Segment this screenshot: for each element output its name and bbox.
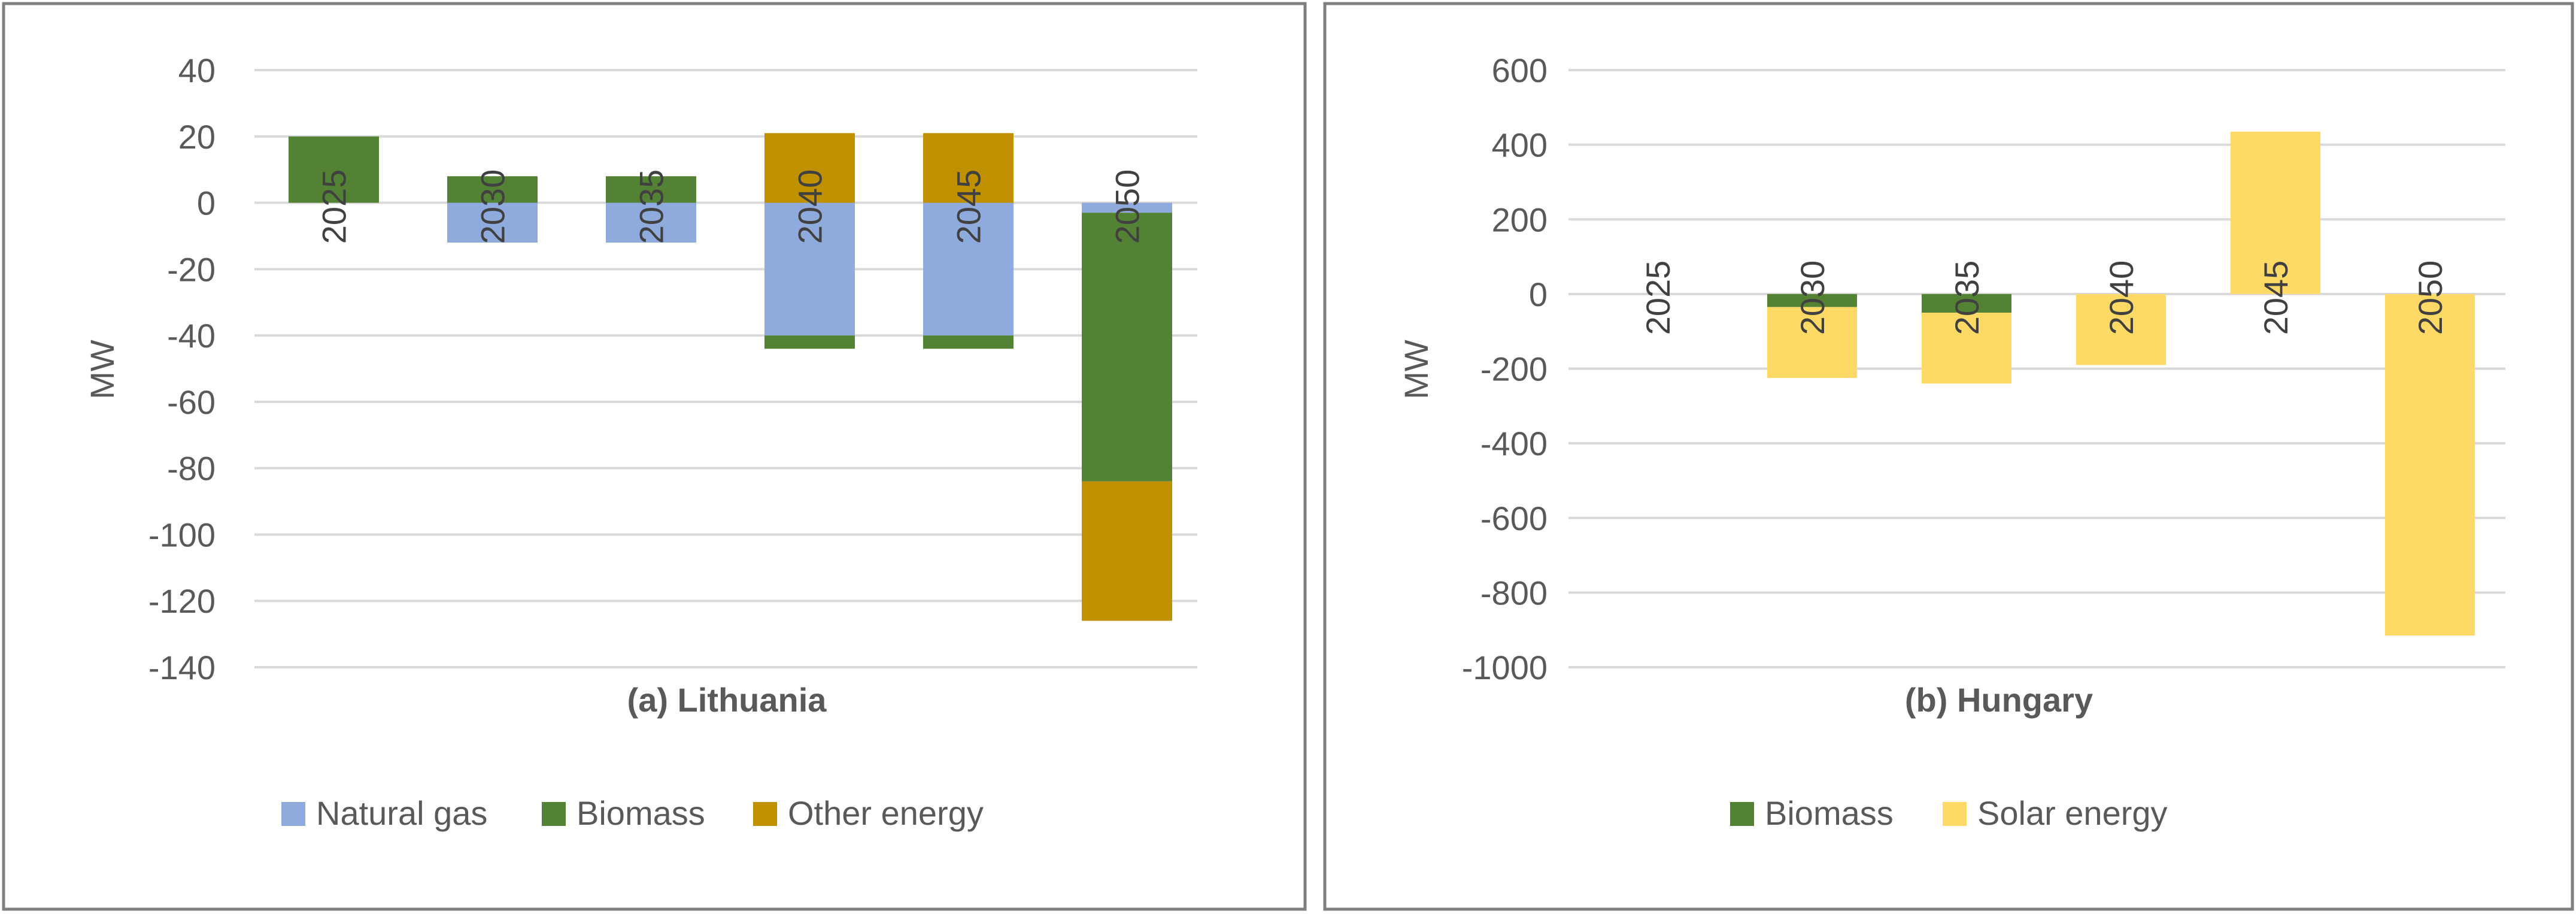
panel-hungary-frame	[1323, 2, 2574, 911]
lithuania-bars	[289, 133, 1172, 621]
hungary-x-tick-label: 2025	[1639, 261, 1677, 335]
hungary-bar-biomass-2035	[1922, 293, 2011, 313]
hungary-bars	[1767, 131, 2475, 636]
lithuania-x-tick-label: 2045	[950, 170, 988, 244]
lithuania-legend-swatch-other-energy	[753, 802, 777, 826]
lithuania-y-axis-label: MW	[83, 340, 121, 400]
hungary-chart-title: (b) Hungary	[1905, 681, 2093, 719]
lithuania-y-tick-label: 40	[178, 52, 216, 89]
hungary-x-axis: 2025 2030 2035 2040 2045 2050	[1639, 261, 2449, 335]
hungary-bar-biomass-2030	[1767, 293, 1857, 307]
lithuania-y-tick-label: -100	[148, 516, 216, 553]
lithuania-x-tick-label: 2040	[791, 170, 829, 244]
hungary-gridlines	[1568, 69, 2505, 668]
hungary-y-tick-label: -400	[1480, 425, 1548, 462]
lithuania-y-tick-label: -80	[167, 450, 216, 488]
lithuania-legend-swatch-biomass	[542, 802, 566, 826]
lithuania-x-tick-label: 2035	[633, 170, 670, 244]
hungary-bar-solar-energy-2035	[1922, 313, 2011, 384]
lithuania-legend-label: Natural gas	[316, 794, 487, 832]
lithuania-legend-label: Other energy	[788, 794, 984, 832]
lithuania-bar-other-energy-2040	[764, 133, 855, 203]
hungary-y-axis: 600 400 200 0 -200 -400 -600 -800 -1000	[1462, 52, 1548, 686]
lithuania-x-tick-label: 2030	[474, 170, 512, 244]
lithuania-x-tick-label: 2025	[315, 170, 353, 244]
lithuania-bar-biomass-2025	[289, 136, 379, 203]
hungary-y-tick-label: 200	[1492, 201, 1548, 238]
lithuania-gridlines	[254, 69, 1197, 668]
hungary-y-tick-label: -200	[1480, 350, 1548, 388]
hungary-legend-swatch-solar-energy	[1943, 802, 1967, 826]
hungary-bar-solar-energy-2030	[1767, 307, 1857, 379]
hungary-legend-label: Solar energy	[1977, 794, 2168, 832]
hungary-y-tick-label: -600	[1480, 500, 1548, 537]
lithuania-bar-natural-gas-2040	[764, 202, 855, 336]
lithuania-y-tick-label: -140	[148, 649, 216, 686]
lithuania-bar-other-energy-2045	[923, 133, 1014, 203]
lithuania-y-tick-label: -40	[167, 317, 216, 355]
lithuania-y-axis: 40 20 0 -20 -40 -60 -80 -100 -120 -140	[148, 52, 216, 686]
hungary-bar-solar-energy-2040	[2076, 293, 2166, 365]
lithuania-y-tick-label: 0	[197, 184, 216, 222]
lithuania-bar-biomass-2030	[447, 176, 538, 203]
hungary-x-tick-label: 2030	[1794, 261, 1831, 335]
lithuania-bar-other-energy-2050	[1082, 481, 1172, 621]
hungary-bar-solar-energy-2045	[2231, 131, 2320, 294]
hungary-y-tick-label: 600	[1492, 52, 1548, 89]
panel-hungary: 600 400 200 0 -200 -400 -600 -800 -1000 2025 2030…	[1323, 2, 2574, 911]
lithuania-y-tick-label: -120	[148, 582, 216, 620]
lithuania-legend: Natural gas Biomass Other energy	[281, 794, 984, 832]
hungary-legend-swatch-biomass	[1730, 802, 1754, 826]
hungary-x-tick-label: 2035	[1948, 261, 1986, 335]
hungary-y-tick-label: 0	[1529, 276, 1548, 313]
lithuania-legend-label: Biomass	[577, 794, 705, 832]
lithuania-y-tick-label: 20	[178, 118, 216, 156]
hungary-x-tick-label: 2045	[2257, 261, 2295, 335]
lithuania-bar-biomass-2045	[923, 335, 1014, 349]
hungary-y-tick-label: 400	[1492, 126, 1548, 164]
lithuania-y-tick-label: -60	[167, 383, 216, 421]
lithuania-bar-natural-gas-2045	[923, 202, 1014, 336]
lithuania-x-tick-label: 2050	[1109, 170, 1146, 244]
hungary-y-tick-label: -800	[1480, 574, 1548, 612]
lithuania-bar-natural-gas-2030	[447, 202, 538, 243]
hungary-legend-label: Biomass	[1765, 794, 1894, 832]
lithuania-bar-biomass-2050	[1082, 213, 1172, 482]
hungary-bar-solar-energy-2050	[2385, 293, 2475, 636]
hungary-x-tick-label: 2040	[2102, 261, 2140, 335]
lithuania-bar-natural-gas-2050	[1082, 202, 1172, 213]
lithuania-y-tick-label: -20	[167, 250, 216, 288]
lithuania-bar-natural-gas-2035	[606, 202, 696, 243]
lithuania-x-axis: 2025 2030 2035 2040 2045 2050	[315, 170, 1146, 244]
hungary-y-axis-label: MW	[1397, 340, 1435, 400]
lithuania-chart-title: (a) Lithuania	[627, 681, 827, 719]
lithuania-bar-biomass-2035	[606, 176, 696, 203]
hungary-x-tick-label: 2050	[2411, 261, 2449, 335]
hungary-y-tick-label: -1000	[1462, 649, 1548, 686]
lithuania-legend-swatch-natural-gas	[281, 802, 305, 826]
hungary-legend: Biomass Solar energy	[1730, 794, 2168, 832]
lithuania-bar-biomass-2040	[764, 335, 855, 349]
